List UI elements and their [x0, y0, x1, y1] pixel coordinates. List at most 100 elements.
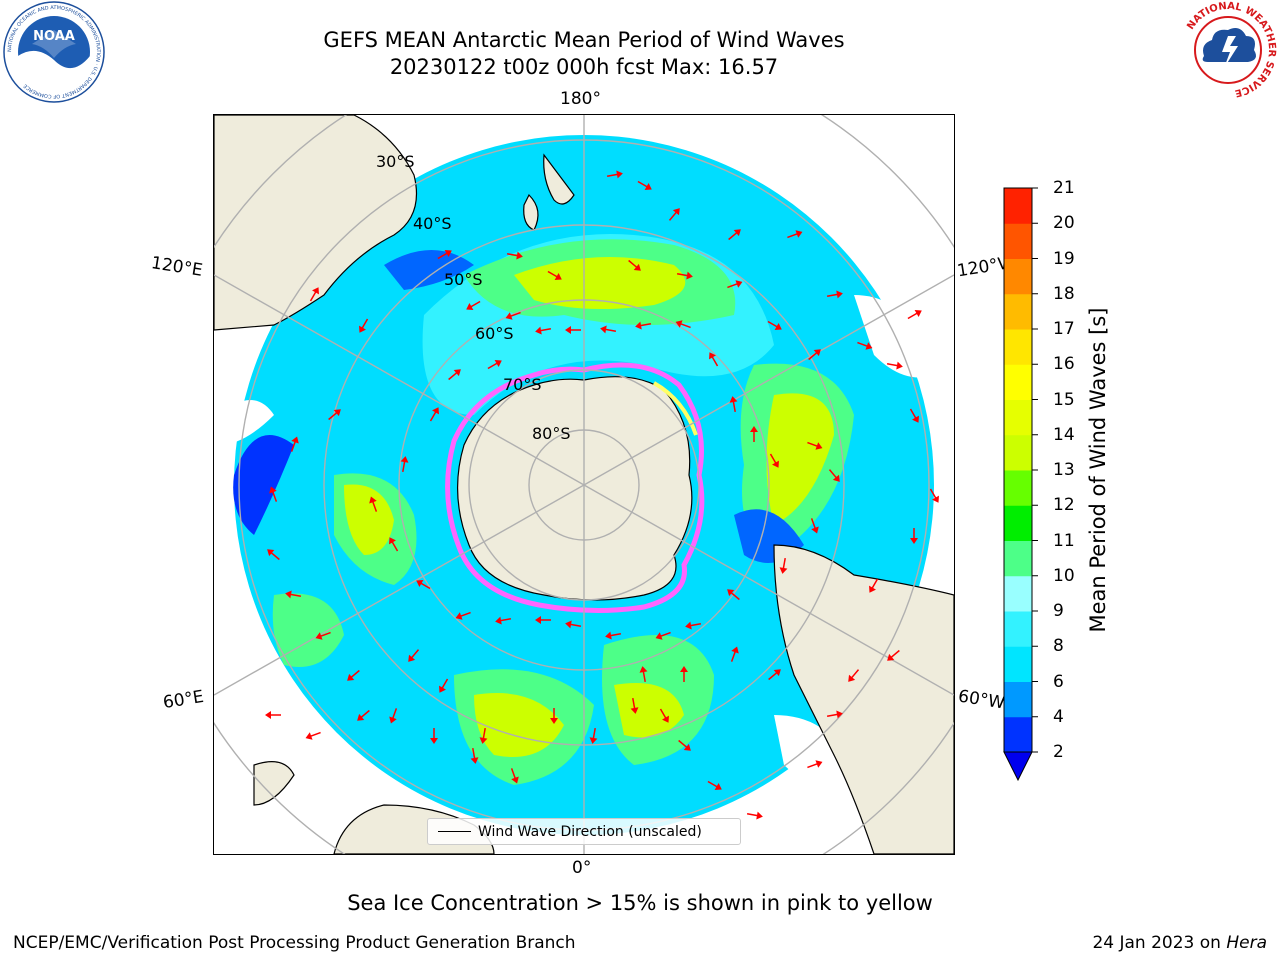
wave-arrow — [448, 369, 461, 381]
legend-label: Wind Wave Direction (unscaled) — [478, 824, 702, 840]
wave-arrow — [600, 325, 617, 334]
credit-branch: NCEP/EMC/Verification Post Processing Pr… — [13, 933, 576, 953]
wave-arrow — [729, 396, 738, 413]
wave-arrow — [709, 352, 719, 367]
wave-arrow — [389, 708, 398, 724]
wave-arrow — [470, 747, 479, 764]
colorbar-label: Mean Period of Wind Waves [s] — [1086, 307, 1110, 633]
colorbar-tick-label: 14 — [1053, 424, 1075, 445]
colorbar-tick-label: 16 — [1053, 354, 1075, 375]
noaa-logo: NOAA NATIONAL OCEANIC AND ATMOSPHERIC AD… — [3, 1, 105, 103]
wave-arrow — [767, 320, 782, 330]
colorbar-tick-label: 4 — [1053, 706, 1064, 727]
colorbar-tick-label: 6 — [1053, 671, 1064, 692]
wave-arrow — [727, 589, 740, 601]
wave-arrow — [565, 620, 582, 629]
polar-map — [214, 115, 954, 854]
legend-line-swatch — [438, 831, 471, 832]
wave-arrow — [727, 280, 743, 289]
lat-label-80s: 80°S — [532, 424, 571, 443]
wave-arrow — [907, 310, 922, 320]
colorbar-segment — [1004, 611, 1032, 647]
wave-arrow — [675, 320, 691, 329]
colorbar-segment — [1004, 470, 1032, 506]
lon-label-60e: 60°E — [161, 686, 206, 714]
colorbar-segment — [1004, 646, 1032, 682]
wave-arrow — [769, 453, 779, 468]
wave-arrow — [479, 727, 488, 744]
wave-arrow — [535, 616, 551, 624]
colorbar-tick-label: 15 — [1053, 389, 1075, 410]
colorbar-tick-label: 9 — [1053, 601, 1064, 621]
wave-arrow — [510, 768, 519, 784]
colorbar-segment — [1004, 399, 1032, 436]
wave-arrow — [655, 631, 671, 640]
wave-arrow — [707, 780, 722, 790]
wave-arrow — [628, 259, 641, 271]
wave-arrow — [505, 311, 521, 320]
wave-arrow — [750, 426, 758, 442]
lat-label-40s: 40°S — [413, 214, 452, 233]
wave-arrow — [678, 739, 691, 751]
wave-arrow — [408, 649, 420, 662]
wave-arrow — [857, 341, 873, 350]
chart-title: GEFS MEAN Antarctic Mean Period of Wind … — [323, 28, 845, 52]
wave-arrow — [439, 678, 449, 693]
wave-arrow — [639, 666, 648, 683]
wave-arrow — [359, 318, 369, 333]
wave-arrow — [506, 251, 523, 260]
colorbar-segment — [1004, 329, 1032, 365]
colorbar-segment — [1004, 364, 1032, 400]
lat-label-30s: 30°S — [376, 152, 415, 171]
colorbar-under-triangle — [1003, 751, 1033, 782]
wave-arrow — [680, 666, 688, 682]
colorbar-tick-label: 20 — [1053, 213, 1075, 234]
sea-ice-footnote: Sea Ice Concentration > 15% is shown in … — [347, 891, 933, 915]
wave-arrow — [315, 631, 331, 640]
wave-arrow — [779, 557, 788, 574]
wave-arrow — [347, 669, 360, 681]
land-masses — [214, 115, 954, 854]
wave-arrow — [910, 528, 918, 544]
wave-arrow — [535, 326, 552, 335]
sea-ice-edge — [445, 362, 705, 614]
colorbar-segment — [1004, 575, 1032, 612]
wave-arrow — [547, 270, 562, 280]
colorbar-tick-label: 21 — [1053, 178, 1075, 198]
nws-logo: NATIONAL WEATHER SERVICE — [1180, 1, 1277, 98]
wave-arrow — [828, 469, 840, 482]
credit-date: 24 Jan 2023 on Hera — [1092, 932, 1267, 954]
wave-arrow — [887, 649, 900, 661]
noaa-logo-text: NOAA — [33, 29, 75, 44]
wave-arrow — [309, 287, 319, 302]
colorbar-segment — [1004, 540, 1032, 577]
wave-arrow — [807, 760, 823, 769]
lon-label-0: 0° — [572, 858, 592, 878]
wave-arrow — [605, 631, 622, 640]
wave-arrow — [826, 710, 843, 719]
wave-arrow — [565, 326, 581, 334]
wave-arrow — [746, 811, 763, 820]
wave-arrow — [389, 537, 399, 552]
colorbar — [1003, 187, 1038, 782]
wave-arrow — [810, 518, 819, 534]
colorbar-segment — [1004, 681, 1032, 718]
wave-arrow — [269, 486, 278, 502]
wave-arrow — [807, 441, 823, 450]
wave-arrow — [495, 616, 512, 625]
wave-arrow — [285, 590, 302, 599]
wave-arrow — [550, 708, 558, 724]
lat-label-60s: 60°S — [475, 324, 514, 343]
wave-arrow — [429, 407, 439, 422]
colorbar-tick-label: 13 — [1053, 460, 1075, 480]
wave-arrow — [630, 697, 639, 714]
wave-arrow — [685, 621, 702, 630]
wave-direction-arrows — [265, 170, 939, 820]
colorbar-tick-label: 17 — [1053, 319, 1075, 339]
colorbar-segment — [1004, 716, 1032, 753]
colorbar-tick-label: 2 — [1053, 742, 1064, 762]
wave-arrow — [437, 250, 452, 260]
colorbar-tick-label: 10 — [1053, 565, 1075, 586]
colorbar-tick-label: 19 — [1053, 248, 1075, 269]
wave-arrow — [728, 229, 741, 241]
